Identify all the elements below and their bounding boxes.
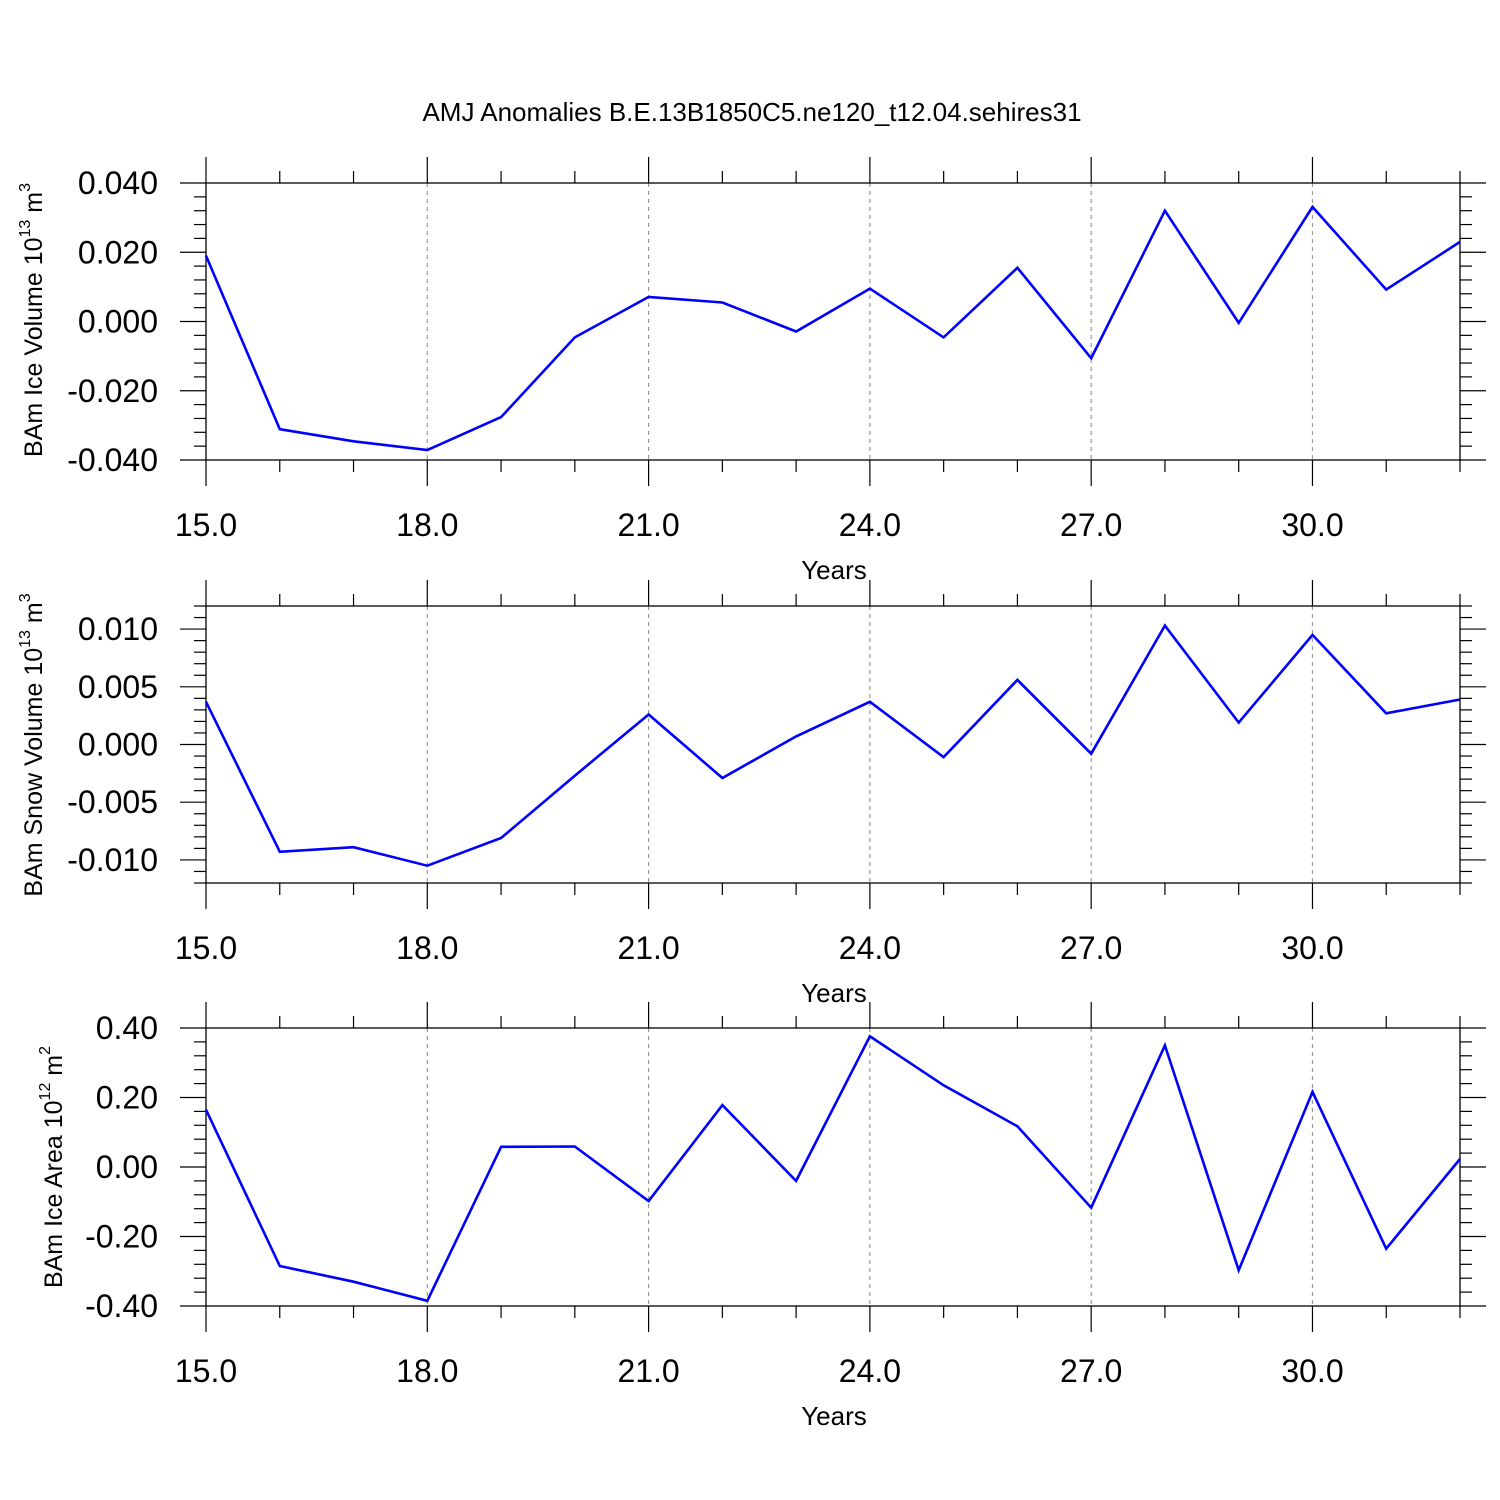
y-axis-label-unit: m (40, 1055, 68, 1083)
y-axis-label-main: BAm Snow Volume 10 (20, 648, 48, 897)
x-tick-label: 15.0 (175, 930, 237, 966)
y-tick-label: -0.005 (67, 784, 158, 820)
x-tick-label: 21.0 (617, 507, 679, 543)
y-axis-label-exponent: 13 (17, 220, 34, 238)
y-axis-label-unit-exponent: 3 (17, 183, 34, 192)
x-tick-label: 21.0 (617, 1353, 679, 1389)
y-tick-label: 0.20 (96, 1080, 158, 1116)
y-axis-label-exponent: 13 (17, 630, 34, 648)
x-tick-label: 27.0 (1060, 507, 1122, 543)
y-tick-label: -0.040 (67, 442, 158, 478)
chart-panel-3: 0.40 0.20 0.00 -0.20 -0.40 15.0 18.0 21.0 24.0 27… (37, 1002, 1486, 1431)
y-tick-label: -0.010 (67, 842, 158, 878)
y-tick-label: 0.00 (96, 1149, 158, 1185)
y-axis-label-unit: m (20, 602, 48, 630)
y-tick-label: 0.40 (96, 1010, 158, 1046)
y-axis-label-exponent: 12 (37, 1083, 54, 1101)
y-tick-label: -0.40 (85, 1288, 158, 1324)
y-tick-label: 0.010 (78, 611, 158, 647)
x-tick-label: 24.0 (839, 507, 901, 543)
y-axis-label-unit-exponent: 3 (17, 593, 34, 602)
x-tick-label: 30.0 (1281, 507, 1343, 543)
y-tick-label: -0.20 (85, 1219, 158, 1255)
x-tick-label: 15.0 (175, 1353, 237, 1389)
x-tick-label: 18.0 (396, 930, 458, 966)
series-line (204, 1034, 1462, 1303)
series-line (204, 623, 1461, 868)
y-tick-label: 0.000 (78, 727, 158, 763)
panels-group: 0.040 0.020 0.000 -0.020 -0.040 15.0 18.0 21.0 2… (17, 157, 1486, 1431)
x-axis-label: Years (801, 978, 867, 1008)
x-axis-label: Years (801, 555, 867, 585)
y-axis-label-unit: m (20, 192, 48, 220)
x-tick-label: 24.0 (839, 930, 901, 966)
series-line (204, 204, 1461, 452)
y-tick-label: 0.005 (78, 669, 158, 705)
figure-title: AMJ Anomalies B.E.13B1850C5.ne120_t12.04… (422, 97, 1081, 127)
x-tick-label: 18.0 (396, 1353, 458, 1389)
y-tick-label: 0.020 (78, 234, 158, 270)
x-axis-label: Years (801, 1401, 867, 1431)
y-tick-label: 0.040 (78, 165, 158, 201)
x-tick-label: 30.0 (1281, 1353, 1343, 1389)
chart-panel-2: 0.010 0.005 0.000 -0.005 -0.010 15.0 18.0 21.0 2… (17, 580, 1486, 1008)
y-axis-label-main: BAm Ice Volume 10 (20, 237, 48, 457)
y-axis-label-unit-exponent: 2 (37, 1046, 54, 1055)
y-axis-label: BAm Snow Volume 1013 m3 (17, 593, 48, 896)
chart-panel-1: 0.040 0.020 0.000 -0.020 -0.040 15.0 18.0 21.0 2… (17, 157, 1486, 585)
x-tick-label: 27.0 (1060, 930, 1122, 966)
y-tick-label: 0.000 (78, 304, 158, 340)
y-axis-label-main: BAm Ice Area 10 (40, 1100, 68, 1288)
x-tick-label: 27.0 (1060, 1353, 1122, 1389)
x-tick-label: 30.0 (1281, 930, 1343, 966)
x-tick-label: 15.0 (175, 507, 237, 543)
x-tick-label: 24.0 (839, 1353, 901, 1389)
x-tick-label: 21.0 (617, 930, 679, 966)
y-axis-label: BAm Ice Volume 1013 m3 (17, 183, 48, 457)
y-tick-label: -0.020 (67, 373, 158, 409)
x-tick-label: 18.0 (396, 507, 458, 543)
y-axis-label: BAm Ice Area 1012 m2 (37, 1046, 68, 1288)
